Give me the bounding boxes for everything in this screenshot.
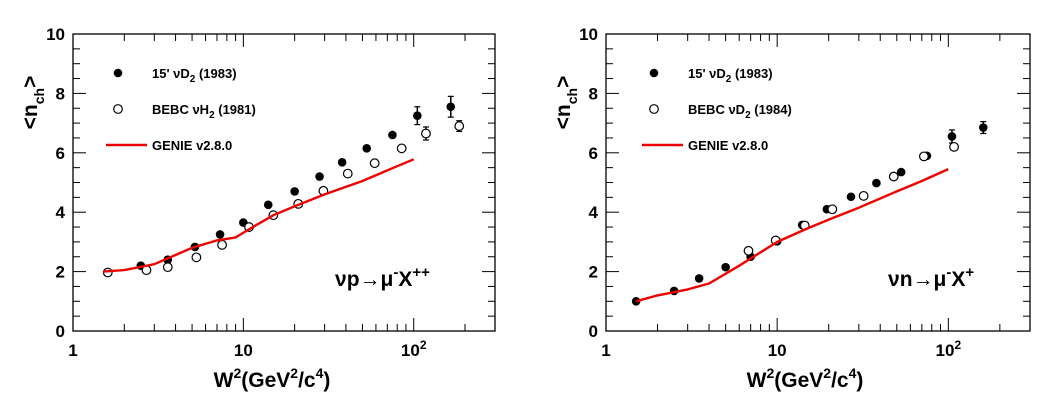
data-point-filled	[978, 123, 988, 132]
data-point-open	[827, 204, 838, 215]
y-tick-label: 8	[56, 84, 65, 103]
data-point-open	[191, 252, 202, 263]
legend: 15' νD2 (1983) BEBC νD2 (1984) GENIE v2.8.…	[642, 66, 792, 153]
legend-label: 15' νD2 (1983)	[152, 66, 237, 85]
legend-label: BEBC νH2 (1981)	[152, 102, 256, 121]
y-tick-label: 6	[56, 144, 65, 163]
y-tick-label: 8	[589, 84, 598, 103]
data-point-filled	[446, 102, 456, 112]
x-tick-label: 102	[401, 338, 427, 360]
data-point-open	[369, 158, 380, 169]
x-axis-label: W2(GeV2/c4)	[214, 365, 331, 392]
data-point-open	[421, 128, 431, 139]
data-point-filled	[872, 178, 881, 188]
x-tick-label: 1	[68, 341, 77, 360]
data-point-open	[342, 168, 353, 179]
plot-frame	[605, 33, 1031, 332]
reaction-label: νn→μ-X+	[888, 264, 974, 291]
x-tick-label: 10	[234, 341, 253, 360]
legend-marker-filled	[649, 68, 659, 78]
genie-curve	[635, 168, 949, 303]
data-point-filled	[337, 158, 347, 167]
data-point-filled	[362, 144, 372, 153]
genie-curve	[102, 158, 415, 273]
data-point-filled	[947, 132, 957, 141]
data-point-filled	[846, 192, 856, 202]
plot-frame	[72, 33, 496, 332]
data-point-open	[888, 171, 899, 182]
y-tick-label: 10	[579, 25, 598, 44]
x-tick-label: 1	[601, 341, 610, 360]
x-tick-label: 10	[768, 341, 787, 360]
chart-panel-right: 0 2 4 6 8 10 1 10 102 W2(GeV2/c4) <nch> 15' νD2 (19…	[552, 25, 1031, 392]
data-point-filled	[896, 167, 906, 177]
data-point-open	[217, 239, 227, 250]
y-axis-label: <nch>	[19, 76, 47, 130]
data-point-open	[743, 245, 754, 256]
y-tick-label: 4	[589, 203, 599, 222]
legend-label: 15' νD2 (1983)	[688, 66, 773, 85]
data-point-open	[858, 190, 869, 201]
legend-marker-filled	[113, 68, 123, 78]
y-tick-label: 2	[56, 263, 65, 282]
data-point-filled	[215, 230, 225, 239]
legend-label: GENIE v2.8.0	[688, 138, 768, 153]
data-point-open	[162, 262, 173, 273]
data-point-filled	[290, 187, 299, 196]
y-tick-label: 10	[46, 25, 65, 44]
x-tick-label: 102	[936, 338, 962, 360]
data-point-open	[949, 141, 959, 152]
legend-marker-open	[649, 104, 659, 114]
data-point-filled	[694, 274, 704, 283]
x-axis-label: W2(GeV2/c4)	[747, 365, 864, 392]
data-point-open	[396, 143, 407, 154]
data-point-filled	[263, 200, 273, 210]
y-tick-label: 2	[589, 263, 598, 282]
data-point-filled	[315, 172, 324, 181]
data-point-open	[919, 151, 929, 162]
y-tick-label: 0	[56, 322, 65, 341]
data-point-filled	[721, 262, 730, 272]
legend-marker-open	[113, 104, 123, 114]
y-tick-label: 4	[56, 203, 66, 222]
reaction-label: νp→μ-X++	[335, 264, 430, 291]
data-point-filled	[413, 111, 422, 120]
y-axis-label: <nch>	[552, 76, 580, 130]
legend-label: GENIE v2.8.0	[152, 138, 232, 153]
data-point-filled	[388, 130, 397, 140]
legend-label: BEBC νD2 (1984)	[688, 102, 792, 121]
y-tick-label: 0	[589, 322, 598, 341]
y-tick-label: 6	[589, 144, 598, 163]
legend: 15' νD2 (1983) BEBC νH2 (1981) GENIE v2.8.…	[106, 66, 256, 153]
data-point-open	[454, 121, 465, 131]
chart-panel-left: 0 2 4 6 8 10 1 10 102 W2(GeV2/c4) <nch> 15' νD2 (19…	[19, 25, 496, 392]
